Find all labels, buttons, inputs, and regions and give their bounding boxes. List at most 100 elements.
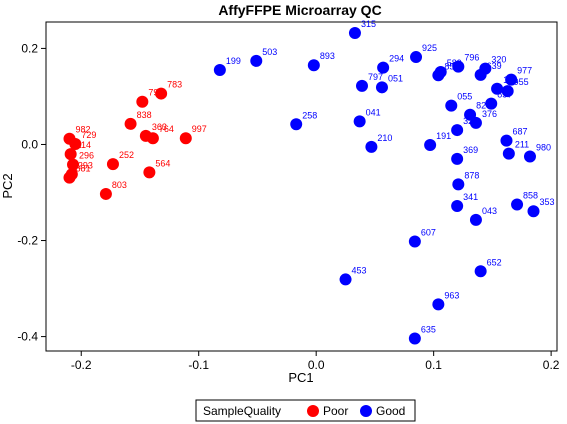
point-label: 043: [482, 206, 497, 216]
point-label: 041: [366, 107, 381, 117]
data-point: [143, 166, 156, 179]
point-label: 729: [81, 130, 96, 140]
data-point: [432, 298, 445, 311]
point-label: 783: [167, 80, 182, 90]
point-label: 997: [192, 124, 207, 134]
y-tick-label: -0.2: [17, 234, 38, 248]
data-point: [485, 97, 498, 110]
data-point: [452, 60, 465, 73]
data-point: [408, 235, 421, 248]
y-tick-label: 0.2: [21, 41, 38, 55]
point-label: 790: [148, 88, 163, 98]
point-label: 826: [476, 101, 491, 111]
point-label: 211: [515, 140, 529, 150]
data-point: [491, 82, 504, 95]
point-label: 199: [226, 56, 241, 66]
data-point: [424, 138, 437, 151]
data-point: [339, 273, 352, 286]
plot-area: [45, 21, 558, 352]
data-point: [250, 54, 263, 67]
x-tick-label: -0.2: [71, 358, 92, 372]
data-point: [523, 150, 536, 163]
point-label: 051: [388, 73, 403, 83]
legend-marker-poor: [307, 405, 319, 417]
data-point: [377, 61, 390, 74]
x-axis-title: PC1: [288, 370, 313, 385]
legend-label-good: Good: [376, 404, 405, 418]
point-label: 363: [152, 122, 167, 132]
data-point: [408, 332, 421, 345]
data-point: [501, 85, 514, 98]
point-label: 376: [482, 109, 497, 119]
data-point: [124, 117, 137, 130]
point-label: 635: [421, 325, 436, 335]
point-label: 803: [112, 180, 127, 190]
point-label: 589: [447, 58, 462, 68]
point-label: 151: [503, 75, 518, 85]
point-label: 893: [320, 51, 335, 61]
point-label: 796: [464, 53, 479, 63]
point-label: 639: [487, 61, 502, 71]
legend-label-poor: Poor: [323, 404, 348, 418]
point-label: 687: [512, 127, 527, 137]
data-point: [451, 124, 464, 137]
data-point: [64, 148, 77, 161]
point-label: 294: [389, 54, 404, 64]
data-point: [469, 213, 482, 226]
point-label: 315: [361, 19, 376, 29]
data-point: [511, 198, 524, 211]
data-point: [353, 115, 366, 128]
data-point: [432, 69, 445, 82]
legend: SampleQuality Poor Good: [195, 399, 416, 422]
point-label: 977: [517, 66, 532, 76]
data-point: [63, 171, 76, 184]
point-label: 838: [137, 110, 152, 120]
data-point: [106, 158, 119, 171]
data-point: [500, 134, 513, 147]
data-point: [155, 87, 168, 100]
point-label: 980: [536, 142, 551, 152]
data-point: [505, 73, 518, 86]
x-axis: -0.2 -0.1 0.0 0.1 0.2: [71, 351, 560, 372]
point-label: 252: [119, 150, 134, 160]
data-point: [410, 51, 423, 64]
data-point: [452, 178, 465, 191]
point-label: 652: [487, 257, 502, 267]
data-point: [348, 27, 361, 40]
data-point: [307, 59, 320, 72]
legend-box: [195, 399, 416, 422]
point-label: 453: [352, 265, 367, 275]
data-point: [375, 81, 388, 94]
data-point: [365, 140, 378, 153]
point-label: 293: [78, 160, 93, 170]
data-point: [136, 95, 149, 108]
data-point: [99, 187, 112, 200]
point-label: 341: [463, 192, 478, 202]
point-label: 114: [77, 140, 91, 150]
data-point: [474, 265, 487, 278]
chart-title: AffyFFPE Microarray QC: [218, 2, 381, 18]
x-tick-label: 0.0: [308, 358, 325, 372]
data-point: [502, 147, 515, 160]
x-tick-label: -0.1: [188, 358, 209, 372]
point-label: 925: [422, 43, 437, 53]
y-axis-title: PC2: [0, 173, 15, 198]
point-label: 982: [75, 125, 90, 135]
point-label: 055: [457, 92, 472, 102]
point-label: 369: [463, 145, 478, 155]
y-axis: -0.4 -0.2 0.0 0.2: [17, 41, 46, 344]
point-label: 564: [155, 158, 170, 168]
point-label: 296: [79, 151, 94, 161]
point-label: 878: [464, 170, 479, 180]
x-tick-label: 0.1: [425, 358, 442, 372]
point-label: 764: [159, 124, 174, 134]
y-tick-label: 0.0: [21, 137, 38, 151]
point-label: 353: [540, 197, 555, 207]
point-label: 326: [463, 116, 478, 126]
data-point: [213, 64, 226, 77]
y-tick-label: -0.4: [17, 330, 38, 344]
